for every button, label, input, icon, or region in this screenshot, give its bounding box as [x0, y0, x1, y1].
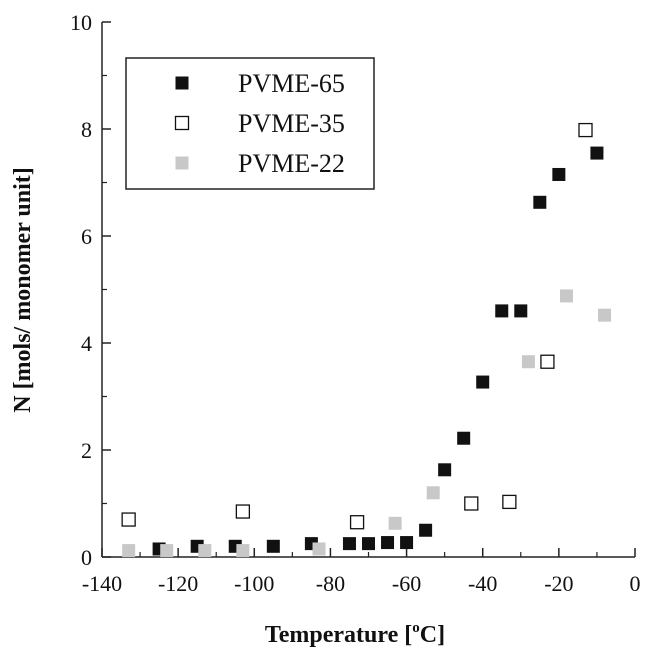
data-point [533, 195, 547, 209]
x-tick-label: -40 [468, 571, 497, 596]
data-points [121, 122, 612, 558]
series-pvme-65 [152, 146, 604, 556]
y-tick-label: 8 [81, 117, 92, 142]
x-axis: -140 -120 -100 -80 -60 -40 -20 0 [82, 548, 641, 596]
data-point [502, 494, 517, 510]
data-point [521, 355, 535, 369]
data-point [495, 304, 509, 318]
y-tick-label: 4 [81, 331, 92, 356]
data-point [426, 486, 440, 500]
data-point [552, 167, 566, 181]
legend-label: PVME-35 [238, 109, 345, 138]
data-point [457, 431, 471, 445]
y-tick-label: 2 [81, 438, 92, 463]
legend-marker [175, 156, 189, 170]
x-axis-title-unit: C] [420, 622, 445, 648]
data-point [266, 539, 280, 553]
data-point [122, 544, 136, 558]
legend-box [125, 57, 375, 190]
data-point [362, 537, 375, 551]
legend-marker [174, 115, 190, 131]
x-axis-title-superscript: o [412, 620, 420, 636]
y-tick-label: 0 [81, 545, 92, 570]
data-point [312, 542, 326, 556]
data-point [578, 122, 593, 138]
data-point [464, 496, 479, 511]
data-point [400, 536, 414, 550]
legend-marker [175, 76, 189, 90]
legend: PVME-65 PVME-35 PVME-22 [125, 57, 375, 190]
x-axis-title: Temperature [oC] [265, 620, 445, 648]
x-tick-label: -140 [82, 571, 122, 596]
data-point [236, 544, 250, 558]
x-tick-label: -120 [158, 571, 198, 596]
x-axis-title-text: Temperature [ [265, 622, 412, 648]
x-tick-label: -100 [234, 571, 274, 596]
data-point [559, 289, 573, 303]
y-tick-label: 6 [81, 224, 92, 249]
data-point [235, 504, 251, 519]
data-point [438, 463, 452, 477]
y-tick-label: 10 [70, 10, 92, 35]
legend-label: PVME-65 [238, 69, 345, 98]
y-axis-title: N [mols/ monomer unit] [10, 167, 36, 413]
data-point [540, 354, 555, 369]
data-point [349, 515, 365, 530]
data-point [419, 523, 433, 537]
data-point [598, 308, 612, 322]
data-point [388, 516, 402, 530]
legend-label: PVME-22 [238, 149, 345, 178]
data-point [121, 512, 136, 527]
y-axis: 0 2 4 6 8 10 [70, 10, 111, 570]
x-tick-label: -20 [544, 571, 573, 596]
x-tick-label: 0 [630, 571, 641, 596]
data-point [198, 544, 212, 558]
data-point [590, 146, 604, 160]
data-point [160, 544, 174, 558]
series-pvme-35 [121, 122, 593, 530]
x-tick-label: -80 [316, 571, 345, 596]
series-pvme-22 [122, 289, 612, 558]
data-point [342, 537, 356, 551]
data-point [381, 536, 395, 550]
data-point [514, 304, 528, 318]
x-tick-label: -60 [392, 571, 421, 596]
data-point [476, 375, 490, 389]
